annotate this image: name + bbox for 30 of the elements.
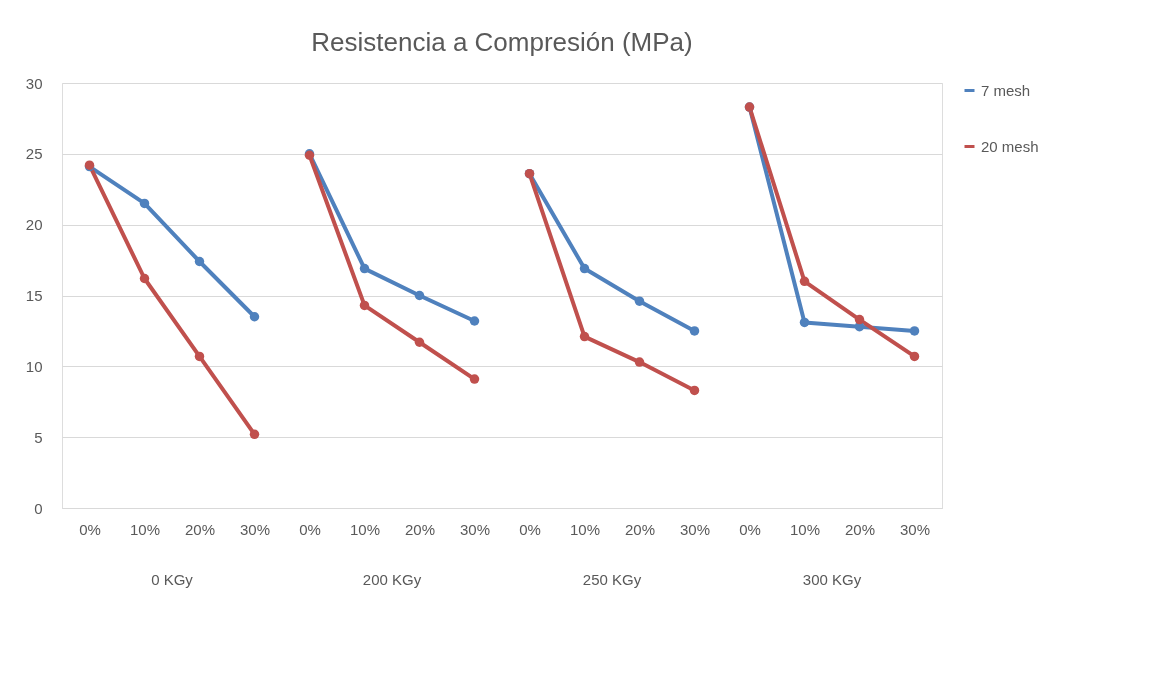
x-tick-label: 30% (239, 520, 271, 538)
y-tick-label: 30 (25, 74, 43, 92)
y-tick-label: 15 (25, 287, 43, 304)
text: 250 KGy (582, 571, 642, 588)
legend-label: 20 mesh (981, 137, 1039, 155)
x-tick-label: 30% (899, 520, 931, 538)
x-tick-label: 20% (184, 520, 216, 538)
y-tick-label: 20 (25, 216, 43, 234)
y-tick-label: 5 (34, 428, 43, 446)
x-tick-label: 20% (404, 520, 436, 538)
x-tick-label: 10% (569, 520, 601, 538)
y-tick-label: 10 (25, 357, 43, 375)
text: 0 KGy (151, 571, 194, 588)
x-tick-label: 10% (129, 520, 161, 538)
x-tick-label: 10% (349, 520, 381, 538)
y-tick-label: 0 (34, 499, 43, 517)
text: 200 KGy (362, 571, 422, 588)
text: 300 KGy (802, 571, 862, 588)
chart-title: Resistencia a Compresión (MPa) (311, 27, 693, 57)
x-tick-label: 20% (844, 520, 876, 538)
x-tick-label: 10% (789, 520, 821, 538)
x-tick-label: 0% (739, 520, 761, 538)
legend-label: 7 mesh (981, 81, 1031, 99)
x-tick-label: 0% (519, 520, 541, 538)
x-tick-label: 0% (299, 520, 321, 538)
x-tick-label: 20% (624, 520, 656, 538)
x-tick-label: 30% (679, 520, 711, 538)
y-tick-label: 25 (25, 145, 43, 163)
x-tick-label: 0% (79, 520, 101, 538)
x-tick-label: 30% (459, 520, 491, 538)
